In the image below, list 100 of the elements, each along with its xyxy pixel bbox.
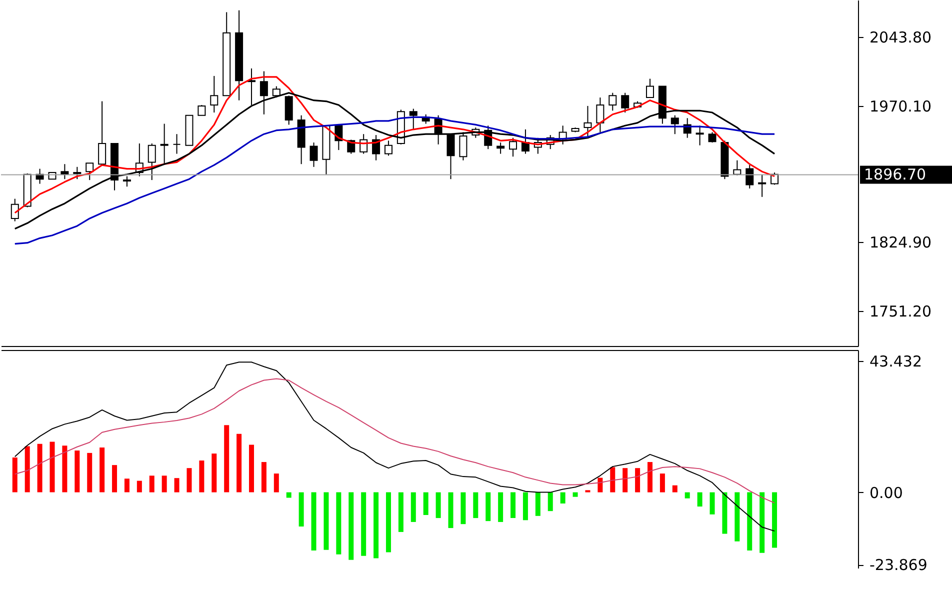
bar — [510, 492, 516, 518]
candlestick — [584, 105, 592, 138]
bar — [672, 485, 678, 492]
bar — [710, 492, 715, 514]
bar — [74, 450, 80, 492]
bar — [249, 444, 254, 492]
candlestick — [696, 125, 704, 146]
candlestick — [160, 123, 168, 165]
bar — [324, 492, 329, 550]
bar — [386, 492, 391, 552]
bar — [87, 452, 92, 492]
bar — [186, 468, 192, 492]
candlestick — [459, 132, 468, 161]
candlestick — [210, 75, 218, 114]
candlestick — [621, 92, 630, 114]
bar — [598, 478, 603, 492]
candlestick — [73, 166, 82, 180]
bar — [436, 492, 441, 518]
candlestick — [758, 174, 766, 198]
y-tick-label: 1824.90 — [870, 234, 932, 252]
bar — [610, 467, 616, 492]
line-series — [14, 116, 776, 245]
y-tick-label: 43.432 — [870, 352, 922, 370]
bar — [261, 462, 266, 492]
bar — [760, 492, 765, 553]
bar — [298, 492, 304, 527]
bar — [647, 462, 652, 492]
bar — [772, 492, 778, 548]
bar — [224, 425, 230, 492]
bar — [162, 476, 167, 492]
bar — [548, 492, 553, 512]
bar — [149, 476, 154, 492]
bar — [398, 492, 404, 532]
candlestick — [733, 160, 742, 176]
bar — [535, 492, 540, 516]
candlestick — [509, 137, 518, 158]
bar — [622, 468, 628, 492]
bar — [374, 492, 379, 558]
line-series — [14, 378, 776, 504]
bar — [348, 492, 354, 560]
ref-line-label: 1896.70 — [864, 166, 926, 184]
bar — [124, 478, 130, 492]
candlestick — [148, 142, 156, 181]
bar — [660, 474, 665, 492]
candlestick — [310, 142, 318, 168]
bar — [697, 492, 702, 507]
bar — [174, 478, 180, 492]
candlestick — [284, 95, 293, 126]
bar — [747, 492, 752, 550]
y-tick-label: 2043.80 — [870, 28, 932, 46]
candlestick — [98, 100, 106, 165]
line-series — [14, 362, 776, 532]
bar — [311, 492, 316, 550]
candlestick — [86, 162, 94, 181]
candlestick — [608, 92, 617, 112]
candlestick — [646, 78, 654, 98]
bar — [37, 444, 42, 492]
candlestick — [708, 132, 716, 144]
bar — [486, 492, 491, 522]
candlestick — [409, 108, 418, 130]
bar — [722, 492, 728, 534]
bar — [560, 492, 566, 504]
bar — [24, 446, 30, 492]
bar — [448, 492, 454, 528]
candlestick — [122, 176, 131, 188]
bar — [734, 492, 740, 542]
bar — [50, 442, 55, 492]
bar — [286, 492, 292, 498]
bar — [100, 447, 105, 492]
bar — [361, 492, 366, 556]
candlestick — [198, 104, 206, 116]
bar — [12, 457, 18, 492]
candlestick — [596, 97, 604, 133]
bar — [522, 492, 528, 520]
candlestick — [10, 198, 19, 222]
candlestick — [446, 134, 455, 180]
bar — [112, 465, 118, 492]
bar — [635, 468, 640, 492]
bar — [410, 492, 416, 522]
bar — [212, 454, 217, 492]
y-tick-label: -23.869 — [870, 556, 928, 574]
bar — [460, 492, 466, 524]
candlestick — [372, 134, 380, 161]
candlestick — [670, 114, 679, 135]
bar — [199, 460, 204, 492]
bar — [236, 434, 242, 492]
candlestick — [172, 134, 181, 154]
y-tick-label: 1751.20 — [870, 302, 932, 321]
candlestick — [384, 140, 392, 156]
bar — [62, 446, 68, 492]
bar — [336, 492, 342, 554]
bar — [423, 492, 428, 516]
bar — [498, 492, 504, 522]
bar — [572, 492, 578, 497]
y-tick-label: 1970.10 — [870, 97, 932, 116]
bar — [274, 474, 279, 492]
bar — [136, 480, 142, 492]
candlestick — [746, 164, 754, 189]
y-tick-label: 0.00 — [870, 484, 903, 502]
candlestick — [496, 142, 505, 154]
